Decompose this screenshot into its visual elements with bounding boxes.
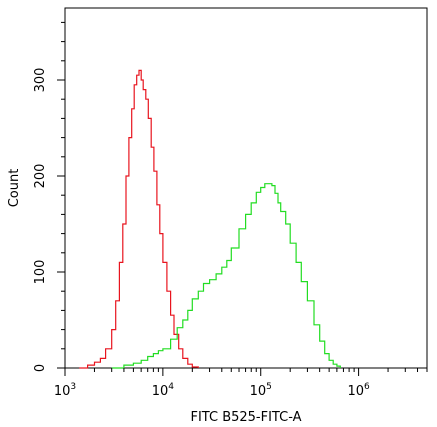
x-tick-label: 104 [152, 382, 175, 399]
y-tick-label: 100 [33, 260, 48, 285]
x-tick-label: 103 [54, 382, 76, 399]
y-tick-label: 300 [33, 68, 48, 93]
series-line-1 [79, 69, 199, 369]
x-tick-label: 105 [250, 382, 272, 399]
y-axis-title: Count [7, 169, 22, 208]
x-tick-label: 106 [347, 382, 370, 399]
y-tick-label: 200 [33, 164, 48, 189]
series-line-2 [111, 183, 341, 369]
plot-area-frame [64, 7, 428, 369]
y-tick-label: 0 [33, 364, 48, 372]
x-axis-title: FITC B525-FITC-A [191, 410, 302, 425]
y-axis: 0 100 200 300 [33, 21, 65, 372]
x-axis: 103 104 105 106 [54, 368, 428, 399]
series-layer [79, 69, 341, 369]
